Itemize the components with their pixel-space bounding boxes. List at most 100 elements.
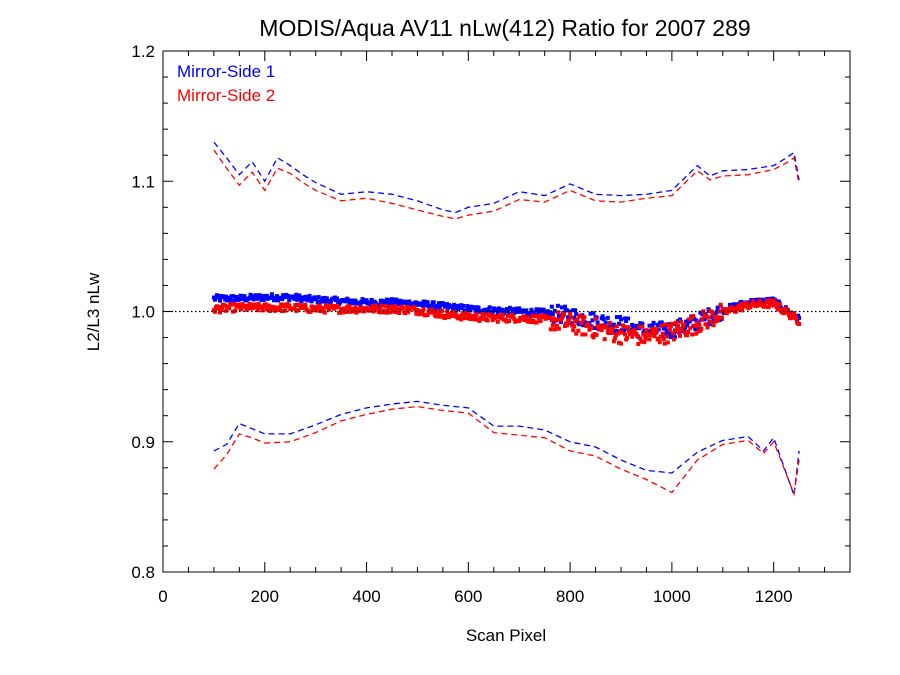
series-mirror-side-2-point (785, 308, 790, 313)
series-mirror-side-1-point (436, 301, 441, 306)
series-mirror-side-1-point (228, 298, 233, 303)
series-mirror-side-2-point (724, 311, 729, 316)
x-tick-label: 1200 (755, 587, 793, 606)
series-mirror-side-2-point (495, 319, 500, 324)
series-mirror-side-2-upper-bound-line (213, 149, 800, 220)
series-mirror-side-1-point (729, 302, 734, 307)
series-mirror-side-2-point (404, 308, 409, 313)
series-mirror-side-2-point (685, 333, 690, 338)
series-mirror-side-2-point (388, 310, 392, 315)
series-mirror-side-2-point (466, 316, 471, 321)
series-mirror-side-2-point (665, 340, 670, 345)
series-mirror-side-2-point (360, 306, 365, 311)
series-mirror-side-2-point (420, 311, 425, 316)
series-mirror-side-2 (211, 149, 802, 497)
series-mirror-side-2-point (593, 316, 598, 321)
series-mirror-side-2-point (534, 320, 539, 325)
series-mirror-side-2-point (353, 305, 358, 310)
series-mirror-side-2-point (214, 304, 219, 309)
series-mirror-side-1-point (713, 312, 718, 316)
series-mirror-side-2-point (295, 302, 300, 307)
series-mirror-side-2-points (211, 298, 802, 346)
series-mirror-side-1-point (659, 320, 664, 325)
series-mirror-side-2-point (499, 316, 504, 321)
series-mirror-side-2-point (517, 319, 522, 323)
series-mirror-side-1-point (655, 323, 660, 327)
series-mirror-side-1-point (581, 323, 586, 328)
series-mirror-side-2-point (439, 308, 444, 313)
series-mirror-side-1-point (573, 308, 578, 313)
series-mirror-side-2-point (651, 327, 656, 332)
series-mirror-side-2-point (712, 314, 717, 319)
series-mirror-side-2-point (462, 316, 467, 321)
series-mirror-side-1-point (715, 305, 720, 310)
series-mirror-side-2-point (510, 312, 515, 317)
series-mirror-side-2-point (346, 308, 351, 313)
series-mirror-side-2-point (650, 331, 655, 335)
series-mirror-side-2-point (425, 313, 430, 317)
series-mirror-side-2-point (393, 304, 398, 308)
x-tick-label: 400 (352, 587, 380, 606)
series-mirror-side-1-point (638, 321, 643, 326)
series-mirror-side-1-point (429, 303, 434, 308)
series-mirror-side-2-point (622, 324, 627, 329)
series-mirror-side-1-point (678, 317, 682, 322)
series-mirror-side-2-point (528, 316, 533, 321)
series-mirror-side-1-point (404, 299, 409, 304)
series-mirror-side-2-point (670, 331, 675, 336)
series-mirror-side-2-point (689, 316, 694, 321)
series-mirror-side-2-point (690, 332, 695, 337)
series-mirror-side-1-point (656, 327, 661, 332)
series-mirror-side-2-point (619, 341, 623, 346)
series-mirror-side-2-point (710, 311, 715, 316)
series-mirror-side-2-point (627, 329, 632, 333)
series-mirror-side-2-point (477, 318, 482, 323)
series-mirror-side-2-point (384, 310, 389, 315)
series-mirror-side-2-point (592, 332, 597, 337)
series-mirror-side-2-point (780, 307, 785, 312)
series-mirror-side-2-point (464, 310, 469, 315)
series-mirror-side-2-point (317, 303, 322, 308)
series-mirror-side-2-point (680, 327, 685, 332)
series-mirror-side-2-point (247, 302, 252, 306)
series-mirror-side-2-point (642, 340, 647, 345)
series-mirror-side-2-point (695, 320, 700, 325)
series-mirror-side-2-point (660, 331, 665, 336)
series-mirror-side-2-point (437, 314, 442, 319)
series-mirror-side-2-point (598, 325, 603, 329)
series-mirror-side-1-point (450, 304, 454, 309)
x-tick-label: 1000 (653, 587, 691, 606)
series-mirror-side-1-point (270, 295, 275, 300)
series-mirror-side-2-point (765, 298, 770, 303)
series-mirror-side-2-point (485, 318, 490, 323)
x-tick-label: 600 (454, 587, 482, 606)
series-mirror-side-2-point (552, 327, 557, 332)
series-mirror-side-1-point (663, 331, 668, 336)
series-mirror-side-1-point (588, 311, 593, 316)
series-mirror-side-2-point (683, 330, 688, 335)
series-mirror-side-2-point (629, 332, 634, 337)
series-mirror-side-1-point (630, 322, 635, 327)
series-mirror-side-1-point (386, 303, 391, 307)
series-mirror-side-1-point (619, 317, 623, 322)
series-mirror-side-2-point (638, 336, 643, 341)
series-mirror-side-2-point (620, 330, 624, 335)
series-mirror-side-2-point (769, 298, 774, 303)
series-mirror-side-1-point (232, 299, 237, 303)
series-mirror-side-1-point (261, 297, 266, 302)
series-mirror-side-2-point (672, 328, 677, 333)
series-mirror-side-2-point (576, 328, 581, 333)
series-mirror-side-2-point (303, 303, 308, 308)
series-mirror-side-1-point (367, 300, 372, 305)
series-mirror-side-1-point (618, 315, 622, 319)
series-mirror-side-1-point (622, 327, 627, 332)
series-mirror-side-2-point (630, 334, 635, 339)
series-mirror-side-2-point (507, 319, 511, 323)
series-mirror-side-2-point (292, 306, 297, 311)
series-mirror-side-2-point (553, 317, 558, 322)
series-mirror-side-2-point (479, 316, 484, 321)
series-mirror-side-1-point (316, 295, 321, 300)
series-mirror-side-2-point (406, 310, 411, 315)
series-mirror-side-1-point (592, 326, 597, 330)
